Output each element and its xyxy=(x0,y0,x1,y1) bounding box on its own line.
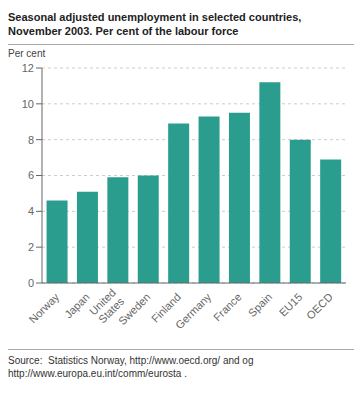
svg-text:OECD: OECD xyxy=(304,291,335,322)
svg-text:6: 6 xyxy=(28,169,34,181)
svg-text:10: 10 xyxy=(22,98,34,110)
svg-text:0: 0 xyxy=(28,277,34,289)
svg-text:Japan: Japan xyxy=(62,291,92,321)
svg-text:Spain: Spain xyxy=(246,291,274,319)
svg-text:8: 8 xyxy=(28,134,34,146)
svg-text:12: 12 xyxy=(22,62,34,74)
svg-text:EU15: EU15 xyxy=(277,291,305,319)
svg-text:Germany: Germany xyxy=(173,290,214,331)
svg-text:4: 4 xyxy=(28,205,34,217)
svg-text:Sweden: Sweden xyxy=(116,291,153,328)
svg-text:Norway: Norway xyxy=(26,290,61,325)
svg-text:2: 2 xyxy=(28,241,34,253)
svg-text:France: France xyxy=(211,291,244,324)
